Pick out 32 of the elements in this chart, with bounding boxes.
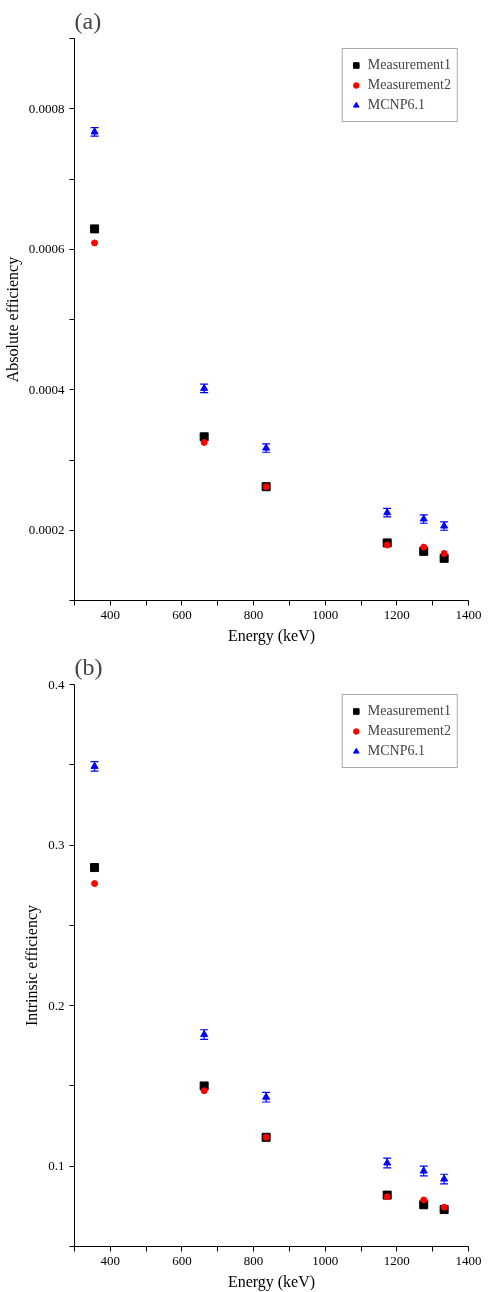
x-tick-label: 1200 — [383, 606, 410, 622]
legend-label: Measurement2 — [367, 77, 451, 93]
x-tick-label: 1000 — [312, 1252, 339, 1268]
x-tick-label: 1400 — [455, 606, 482, 622]
y-axis-title: Absolute efficiency — [3, 256, 22, 383]
y-tick-label: 0.2 — [48, 997, 65, 1013]
x-tick-label: 400 — [100, 606, 121, 622]
x-tick-label: 600 — [172, 606, 192, 622]
legend-label: MCNP6.1 — [367, 97, 425, 113]
legend-label: Measurement1 — [367, 703, 451, 719]
y-axis-title: Intrinsic efficiency — [23, 905, 42, 1026]
legend-label: MCNP6.1 — [367, 743, 425, 759]
x-tick-label: 800 — [243, 1252, 264, 1268]
y-tick-label: 0.0008 — [28, 100, 65, 116]
y-tick-label: 0.1 — [48, 1158, 65, 1174]
chart-title: (a) — [74, 7, 102, 34]
x-tick-label: 1000 — [312, 606, 339, 622]
chart-title: (b) — [74, 653, 103, 680]
legend-label: Measurement2 — [367, 723, 451, 739]
x-tick-label: 1200 — [383, 1252, 410, 1268]
y-tick-label: 0.0004 — [28, 381, 65, 397]
x-tick-label: 800 — [243, 606, 264, 622]
x-axis-title: Energy (keV) — [227, 626, 316, 645]
x-tick-label: 400 — [100, 1252, 121, 1268]
y-tick-label: 0.3 — [48, 837, 65, 853]
x-axis-title: Energy (keV) — [227, 1272, 316, 1291]
x-tick-label: 1400 — [455, 1252, 482, 1268]
y-tick-label: 0.0006 — [28, 241, 65, 257]
y-tick-label: 0.4 — [48, 676, 65, 692]
x-tick-label: 600 — [172, 1252, 192, 1268]
y-tick-label: 0.0002 — [28, 522, 65, 538]
legend-label: Measurement1 — [367, 57, 451, 73]
